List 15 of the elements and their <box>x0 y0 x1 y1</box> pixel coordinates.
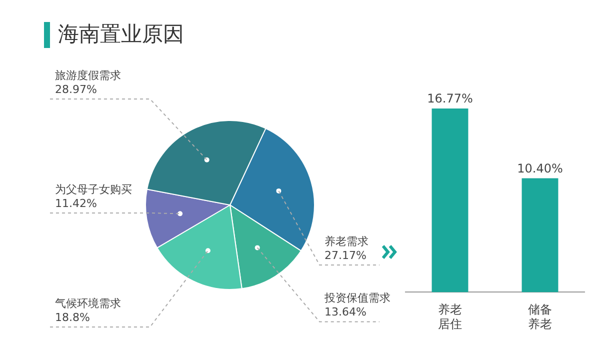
data-label: 28.97% <box>55 83 97 96</box>
data-label: 16.77% <box>427 91 473 106</box>
data-label: 11.42% <box>55 197 97 210</box>
data-label: 10.40% <box>517 161 563 176</box>
data-label: 18.8% <box>55 311 90 324</box>
slice-label: 气候环境需求 <box>55 297 121 310</box>
slice-label: 为父母子女购买 <box>55 183 132 196</box>
data-label: 27.17% <box>324 248 366 262</box>
slice-label: 投资保值需求 <box>324 292 390 305</box>
x-tick-label: 养老居住 <box>438 302 462 331</box>
x-tick-label: 储备养老 <box>528 302 552 331</box>
chart-title: 海南置业原因 <box>58 21 184 48</box>
slice-label: 养老需求 <box>324 234 368 248</box>
slice-label: 旅游度假需求 <box>55 69 121 82</box>
data-label: 13.64% <box>324 306 366 319</box>
